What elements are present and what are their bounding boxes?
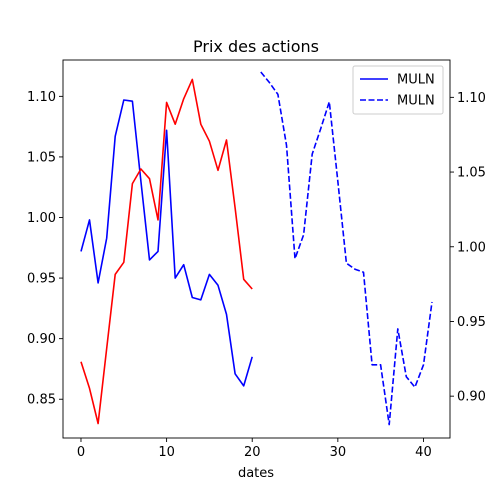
plot-frame [62,59,451,439]
left-y-tick-label-4: 1.05 [27,150,56,165]
plot-area: 0 10 20 30 40 0.85 0.90 0.95 1.00 1.05 1.10 0.90 0.9… [27,59,486,460]
left-y-tick-label-2: 0.95 [27,272,56,287]
right-y-tick-label-4: 1.10 [457,91,486,106]
x-tick-label-40: 40 [415,445,432,460]
x-tick-label-10: 10 [158,445,175,460]
legend: MULN MULN [352,65,444,115]
series-line-2 [260,71,433,426]
x-tick-label-0: 0 [77,445,85,460]
left-y-tick-label-1: 0.90 [27,332,56,347]
left-y-tick-label-3: 1.00 [27,211,56,226]
chart-title: Prix des actions [193,37,319,56]
right-y-tick-label-1: 0.95 [457,315,486,330]
series-line-0 [80,99,253,387]
right-y-tick-label-3: 1.05 [457,166,486,181]
x-axis-label: dates [238,466,274,481]
series-line-1 [80,78,253,425]
x-tick-label-20: 20 [244,445,261,460]
left-y-tick-label-5: 1.10 [27,90,56,105]
legend-box [352,65,444,115]
legend-label-1: MULN [397,94,435,109]
x-tick-label-30: 30 [330,445,347,460]
legend-label-0: MULN [397,73,435,88]
left-y-tick-label-0: 0.85 [27,393,56,408]
right-y-tick-label-0: 0.90 [457,390,486,405]
right-y-tick-label-2: 1.00 [457,240,486,255]
